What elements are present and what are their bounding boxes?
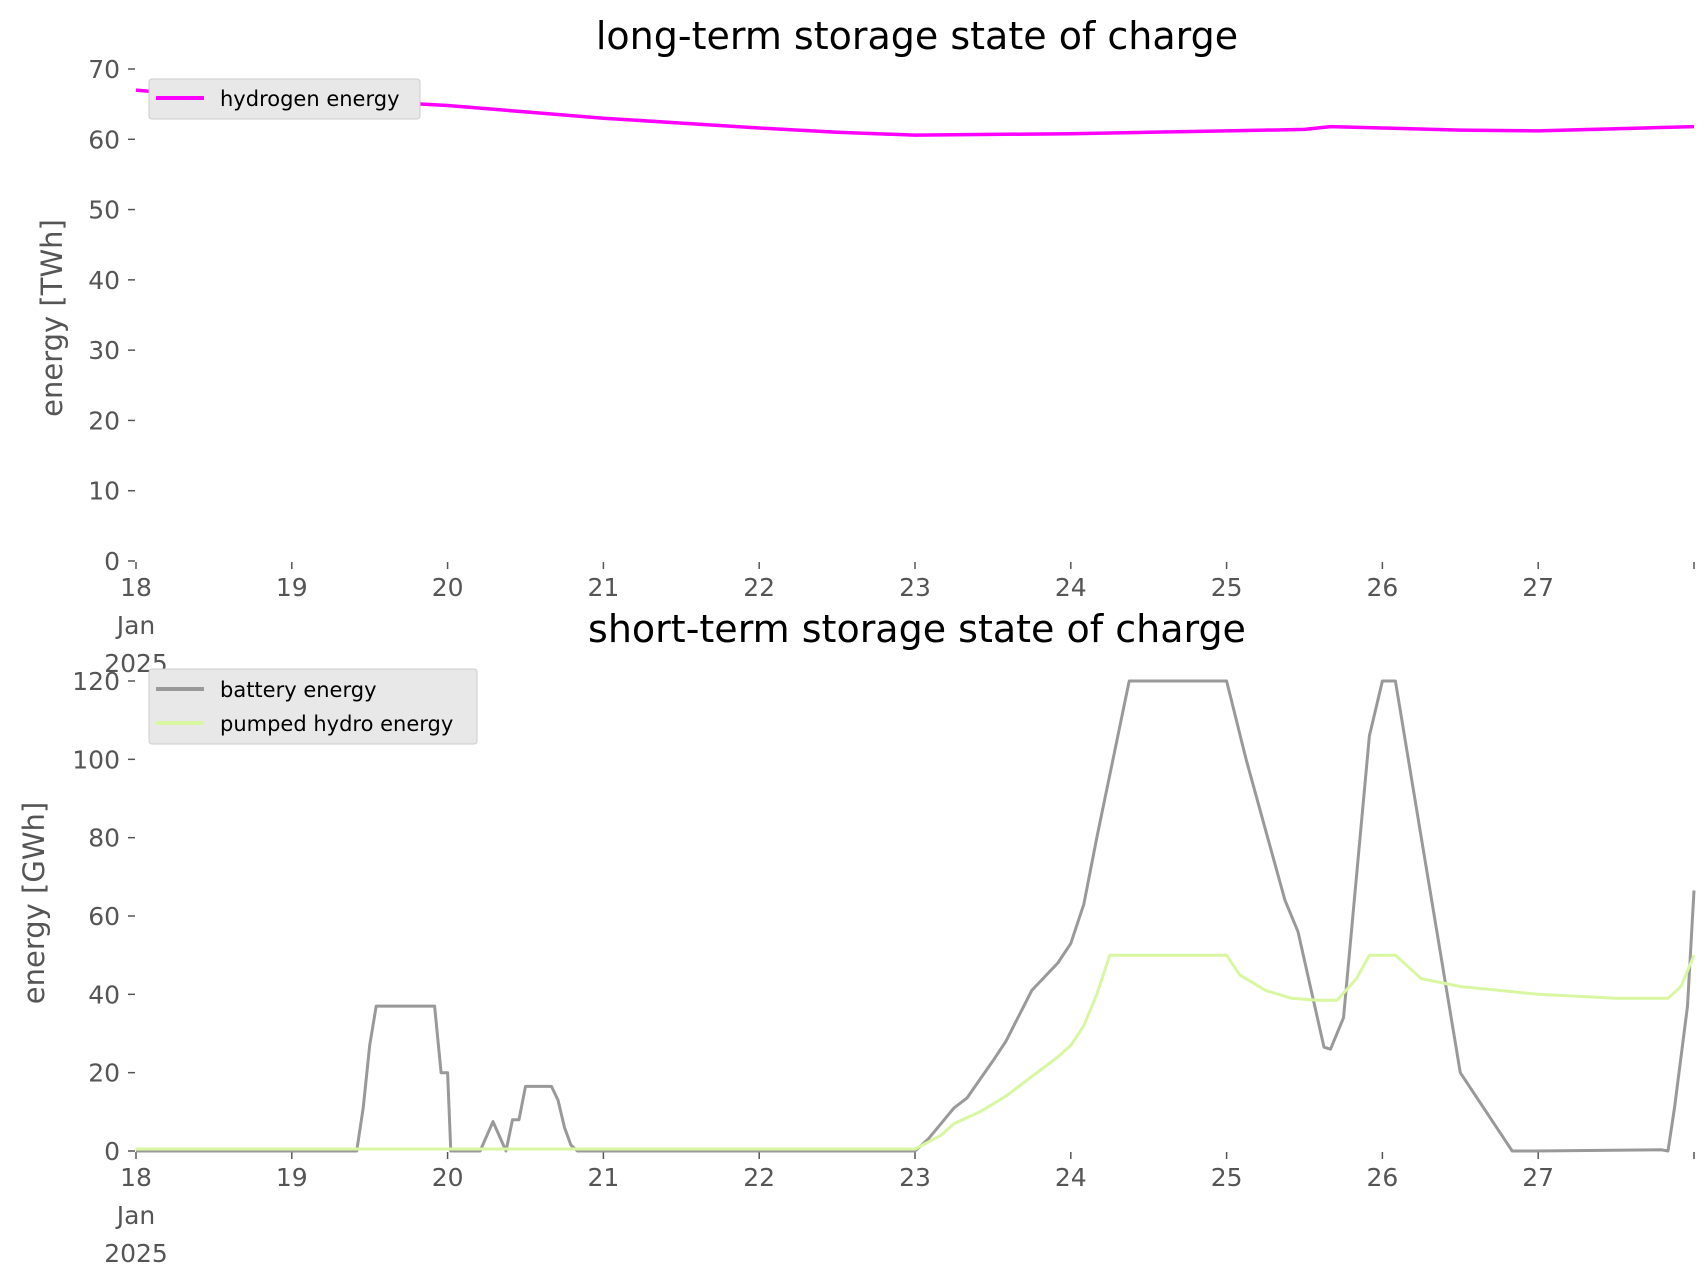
short-term-chart: short-term storage state of charge energ… [17, 607, 1696, 1268]
short-term-chart-title: short-term storage state of charge [588, 607, 1246, 651]
x-tick-label: 20 [432, 573, 464, 602]
long-term-chart: long-term storage state of charge energy… [35, 14, 1695, 678]
y-tick-label: 120 [72, 667, 120, 696]
x-tick-label: 23 [899, 573, 931, 602]
x-tick-label: 20 [432, 1163, 464, 1192]
long-term-x-ticks: 18 Jan 2025 19 20 21 22 23 24 25 26 27 [104, 562, 1695, 678]
x-tick-label: 18 Jan 2025 [104, 1163, 168, 1268]
x-tick-label: 25 [1211, 573, 1243, 602]
long-term-y-axis-label: energy [TWh] [35, 219, 69, 417]
y-tick-label: 40 [88, 266, 120, 295]
y-tick-label: 10 [88, 477, 120, 506]
x-tick-label: 18 Jan 2025 [104, 573, 168, 678]
x-tick-label: 27 [1522, 573, 1554, 602]
legend-label-battery: battery energy [220, 678, 377, 702]
legend-label-pumped-hydro: pumped hydro energy [220, 712, 453, 736]
y-tick-label: 40 [88, 980, 120, 1009]
x-tick-label: 19 [276, 1163, 308, 1192]
x-tick-label: 24 [1055, 573, 1087, 602]
x-tick-label: 27 [1522, 1163, 1554, 1192]
x-tick-label: 25 [1211, 1163, 1243, 1192]
long-term-y-ticks: 0 10 20 30 40 50 60 70 [88, 55, 135, 576]
short-term-y-ticks: 0 20 40 60 80 100 120 [72, 667, 135, 1166]
series-line-battery-energy [136, 679, 1696, 1153]
y-tick-label: 70 [88, 55, 120, 84]
y-tick-label: 80 [88, 824, 120, 853]
y-tick-label: 0 [104, 547, 120, 576]
y-tick-label: 60 [88, 902, 120, 931]
long-term-legend: hydrogen energy [148, 78, 421, 120]
y-tick-label: 30 [88, 336, 120, 365]
long-term-legend-box [148, 78, 421, 120]
x-tick-label: 24 [1055, 1163, 1087, 1192]
x-tick-label: 26 [1366, 1163, 1398, 1192]
short-term-legend-box [148, 668, 478, 745]
legend-label-hydrogen: hydrogen energy [220, 87, 400, 111]
y-tick-label: 50 [88, 196, 120, 225]
x-tick-label: 22 [743, 1163, 775, 1192]
x-tick-label: 26 [1366, 573, 1398, 602]
y-tick-label: 60 [88, 125, 120, 154]
short-term-x-ticks: 18 Jan 2025 19 20 21 22 23 24 25 26 27 [104, 1152, 1695, 1268]
short-term-y-axis-label: energy [GWh] [17, 802, 51, 1004]
y-tick-label: 20 [88, 1059, 120, 1088]
y-tick-label: 0 [104, 1137, 120, 1166]
short-term-legend: battery energy pumped hydro energy [148, 668, 478, 745]
x-tick-label: 21 [587, 1163, 619, 1192]
x-tick-label: 23 [899, 1163, 931, 1192]
x-tick-label: 19 [276, 573, 308, 602]
y-tick-label: 20 [88, 406, 120, 435]
series-line-pumped-hydro-energy [136, 953, 1696, 1151]
y-tick-label: 100 [72, 745, 120, 774]
long-term-chart-title: long-term storage state of charge [596, 14, 1238, 58]
short-term-series-lines [136, 679, 1696, 1153]
x-tick-label: 21 [587, 573, 619, 602]
x-tick-label: 22 [743, 573, 775, 602]
